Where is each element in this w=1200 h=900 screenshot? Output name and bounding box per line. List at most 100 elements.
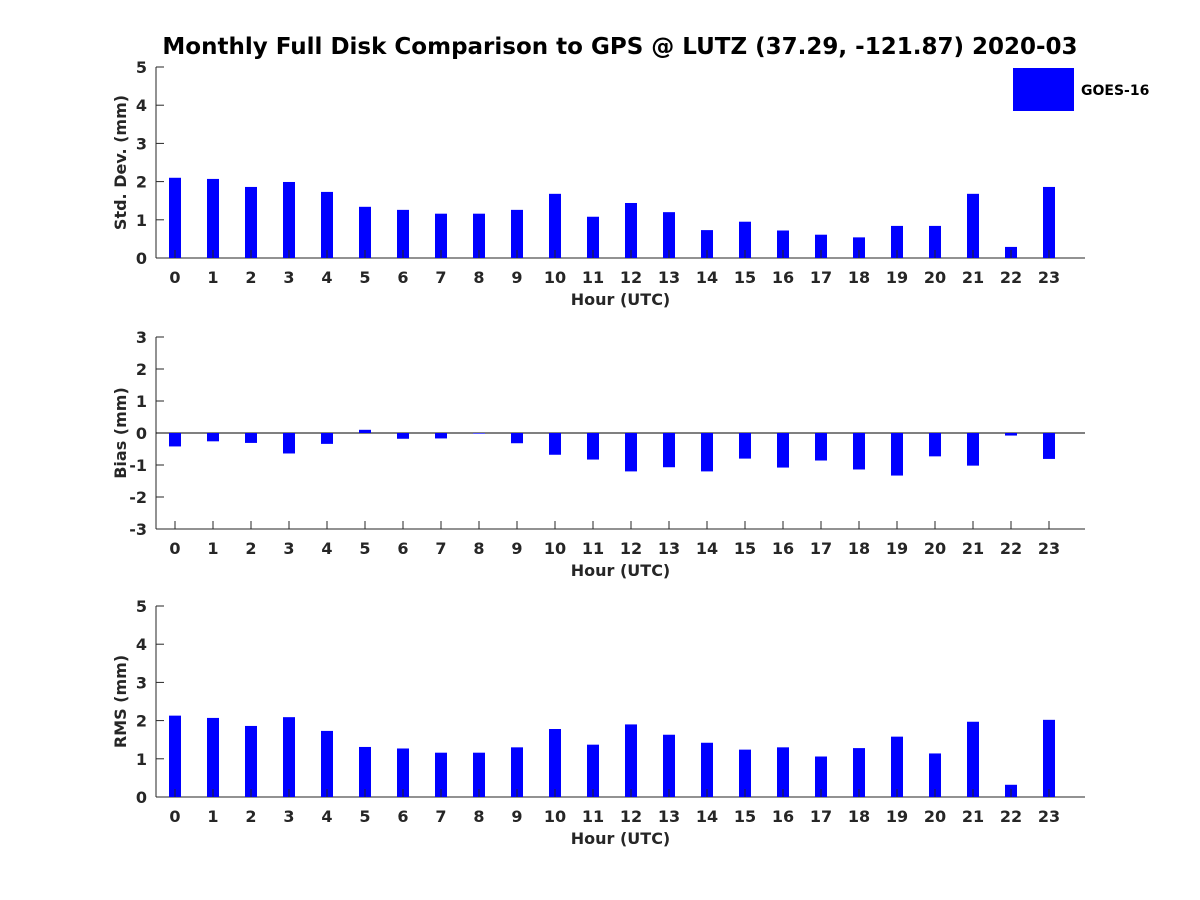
rms-y-tick-label: 2 xyxy=(136,712,147,731)
rms-bar xyxy=(169,715,181,797)
bias-y-tick-label: 0 xyxy=(136,424,147,443)
std-dev-x-tick-label: 14 xyxy=(696,268,718,287)
std-dev-x-tick-label: 16 xyxy=(772,268,794,287)
rms-bar xyxy=(1043,719,1055,797)
bias-bar xyxy=(511,433,523,444)
bias-x-tick-label: 11 xyxy=(582,539,604,558)
bias-x-tick-label: 12 xyxy=(620,539,642,558)
bias-bar xyxy=(853,433,865,470)
rms-x-tick-label: 15 xyxy=(734,807,756,826)
chart-title: Monthly Full Disk Comparison to GPS @ LU… xyxy=(162,34,1077,60)
std-dev-x-tick-label: 1 xyxy=(207,268,218,287)
bias-bar xyxy=(777,433,789,468)
std-dev-bar xyxy=(1043,186,1055,258)
rms-x-tick-label: 1 xyxy=(207,807,218,826)
std-dev-bar xyxy=(169,177,181,258)
bias-bar xyxy=(587,433,599,460)
bias-x-tick-label: 6 xyxy=(397,539,408,558)
rms-x-tick-label: 22 xyxy=(1000,807,1022,826)
std-dev-bar xyxy=(929,225,941,258)
std-dev-bar xyxy=(397,209,409,258)
rms-bar xyxy=(777,747,789,797)
rms-y-tick-label: 5 xyxy=(136,597,147,616)
bias-bar xyxy=(625,433,637,472)
bias-y-tick-label: -1 xyxy=(129,456,147,475)
rms-x-tick-label: 19 xyxy=(886,807,908,826)
bias-x-axis-label: Hour (UTC) xyxy=(571,561,671,580)
bias-bar xyxy=(549,433,561,455)
std-dev-bar xyxy=(625,202,637,258)
rms-x-tick-label: 21 xyxy=(962,807,984,826)
std-dev-x-axis-label: Hour (UTC) xyxy=(571,290,671,309)
bias-x-tick-label: 18 xyxy=(848,539,870,558)
std-dev-x-tick-label: 21 xyxy=(962,268,984,287)
rms-y-tick-label: 1 xyxy=(136,750,147,769)
bias-x-tick-label: 16 xyxy=(772,539,794,558)
rms-x-tick-label: 2 xyxy=(245,807,256,826)
std-dev-bar xyxy=(283,181,295,258)
std-dev-x-tick-label: 19 xyxy=(886,268,908,287)
rms-bar xyxy=(549,729,561,797)
rms-x-tick-label: 0 xyxy=(169,807,180,826)
std-dev-y-tick-label: 2 xyxy=(136,173,147,192)
std-dev-bar xyxy=(511,209,523,258)
bias-y-tick-label: 1 xyxy=(136,392,147,411)
std-dev-x-tick-label: 5 xyxy=(359,268,370,287)
rms-x-tick-label: 14 xyxy=(696,807,718,826)
rms-x-tick-label: 11 xyxy=(582,807,604,826)
bias-x-tick-label: 15 xyxy=(734,539,756,558)
bias-bar xyxy=(929,433,941,457)
bias-x-tick-label: 21 xyxy=(962,539,984,558)
rms-x-tick-label: 20 xyxy=(924,807,946,826)
bias-bar xyxy=(359,429,371,433)
bias-bar xyxy=(663,433,675,468)
rms-x-tick-label: 4 xyxy=(321,807,332,826)
bias-y-tick-label: 2 xyxy=(136,360,147,379)
rms-x-tick-label: 7 xyxy=(435,807,446,826)
rms-x-axis-label: Hour (UTC) xyxy=(571,829,671,848)
std-dev-bar xyxy=(321,191,333,258)
bias-bar xyxy=(245,433,257,443)
std-dev-bar xyxy=(967,193,979,258)
rms-bar xyxy=(815,756,827,797)
rms-bar xyxy=(701,742,713,797)
bias-x-tick-label: 5 xyxy=(359,539,370,558)
rms-y-tick-label: 0 xyxy=(136,788,147,807)
rms-y-tick-label: 3 xyxy=(136,673,147,692)
rms-y-axis-label: RMS (mm) xyxy=(111,655,130,748)
std-dev-bar xyxy=(587,216,599,258)
bias-bar xyxy=(1043,433,1055,459)
std-dev-x-tick-label: 23 xyxy=(1038,268,1060,287)
legend-label: GOES-16 xyxy=(1081,83,1149,99)
std-dev-y-tick-label: 1 xyxy=(136,211,147,230)
bias-bar xyxy=(283,433,295,454)
bias-x-tick-label: 1 xyxy=(207,539,218,558)
legend: GOES-16 xyxy=(1013,68,1149,111)
bias-x-tick-label: 2 xyxy=(245,539,256,558)
rms-x-tick-label: 16 xyxy=(772,807,794,826)
rms-bar xyxy=(929,753,941,797)
std-dev-x-tick-label: 2 xyxy=(245,268,256,287)
rms-bar xyxy=(473,752,485,797)
std-dev-bar xyxy=(663,212,675,258)
bias-x-tick-label: 19 xyxy=(886,539,908,558)
std-dev-x-tick-label: 7 xyxy=(435,268,446,287)
std-dev-bar xyxy=(435,213,447,258)
std-dev-x-tick-label: 12 xyxy=(620,268,642,287)
rms-bar xyxy=(435,752,447,797)
rms-x-tick-label: 17 xyxy=(810,807,832,826)
std-dev-x-tick-label: 18 xyxy=(848,268,870,287)
std-dev-x-tick-label: 6 xyxy=(397,268,408,287)
legend-swatch xyxy=(1013,68,1074,111)
bias-x-tick-label: 14 xyxy=(696,539,718,558)
std-dev-bar xyxy=(853,237,865,258)
bias-bar xyxy=(169,433,181,447)
rms-bar xyxy=(207,717,219,797)
std-dev-x-tick-label: 15 xyxy=(734,268,756,287)
rms-x-tick-label: 6 xyxy=(397,807,408,826)
rms-bar xyxy=(511,747,523,797)
bias-x-tick-label: 22 xyxy=(1000,539,1022,558)
